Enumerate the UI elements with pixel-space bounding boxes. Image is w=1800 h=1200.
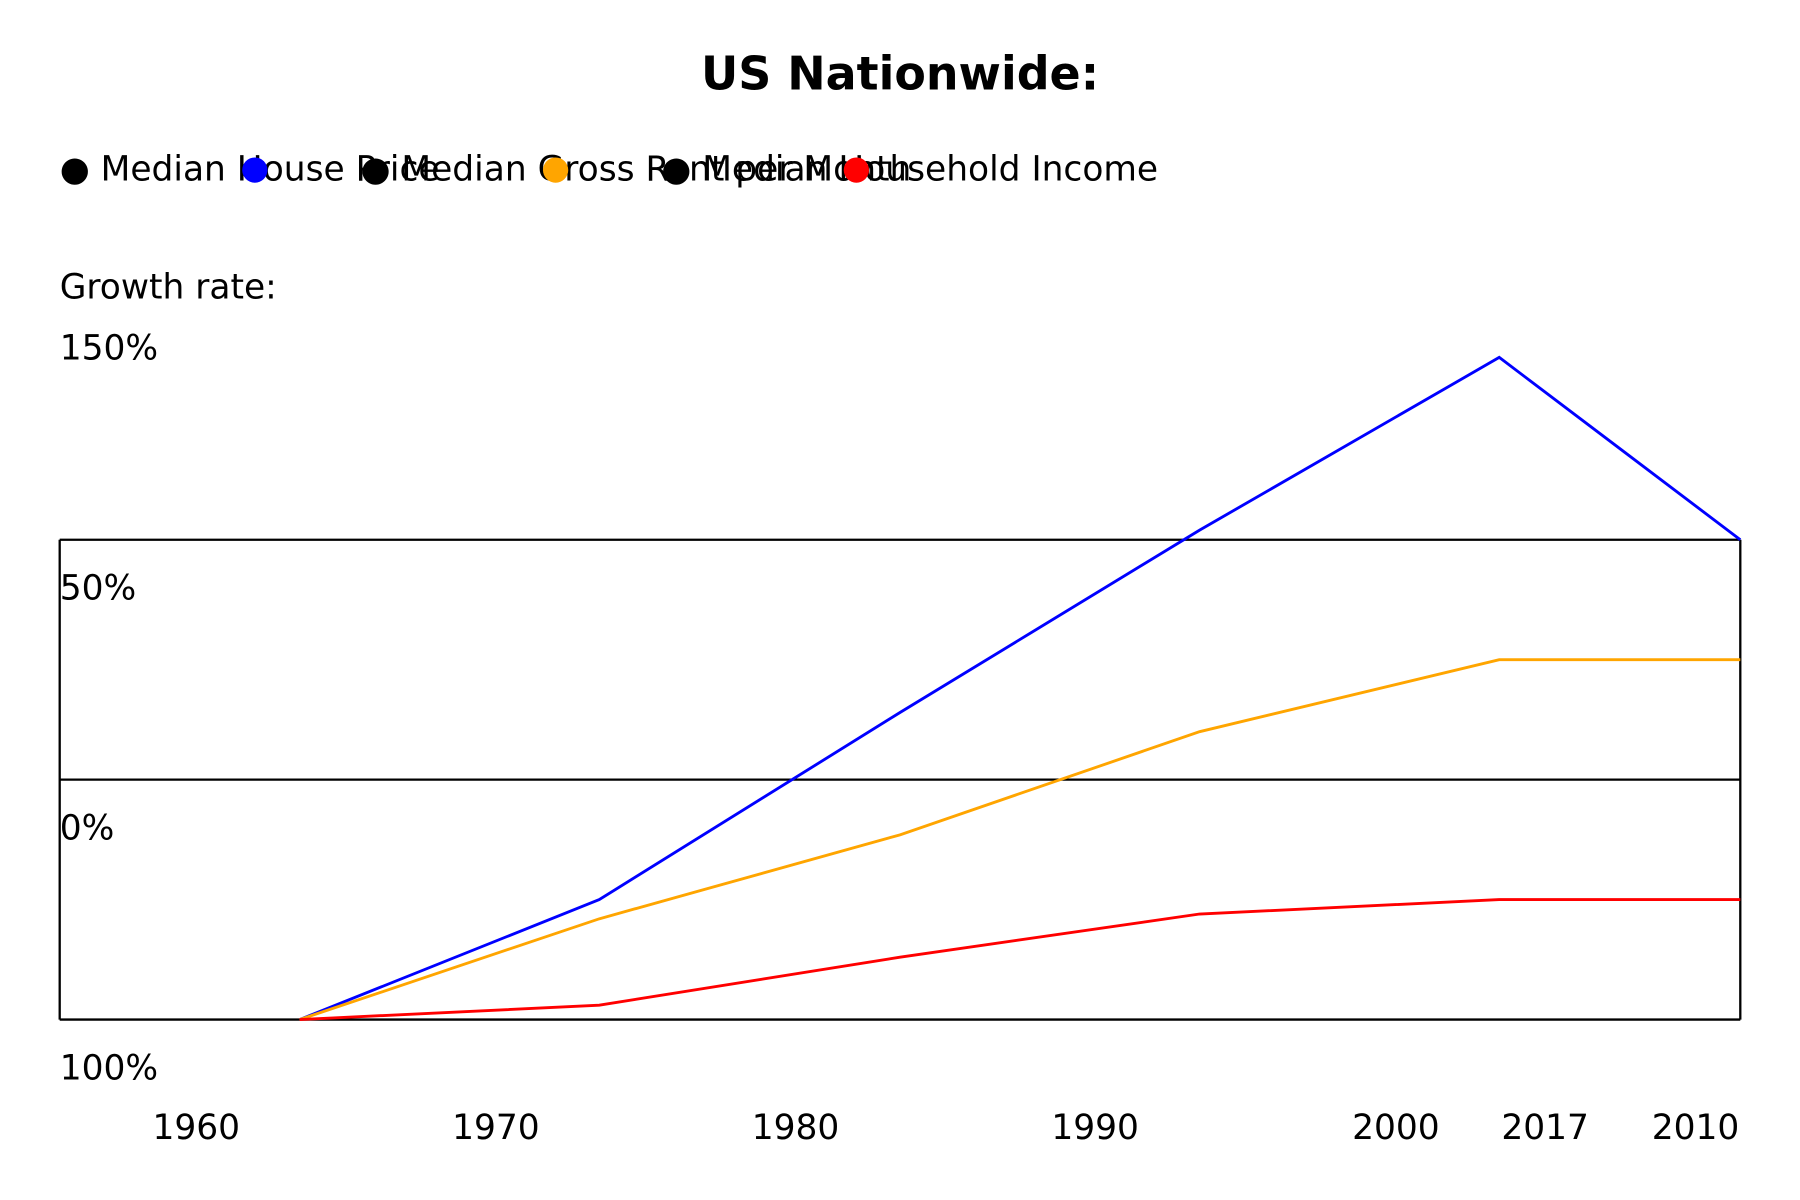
legend-label: ● Median Gross Rent per Month xyxy=(360,149,911,189)
legend-marker xyxy=(242,157,268,183)
x-tick-label: 1990 xyxy=(1051,1108,1139,1148)
y-tick-label: 0% xyxy=(60,808,115,848)
x-tick-label: 1970 xyxy=(452,1108,540,1148)
legend-marker xyxy=(843,157,870,183)
y-tick-label: 50% xyxy=(60,568,137,608)
chart-title: US Nationwide: xyxy=(701,47,1099,101)
x-tick-label: 1960 xyxy=(152,1108,240,1148)
legend-label: ● Median Household Income xyxy=(661,149,1158,189)
x-tick-label: 2010 xyxy=(1652,1108,1740,1148)
data-line xyxy=(299,658,1741,1021)
x-tick-label: 2000 xyxy=(1352,1108,1440,1148)
x-tick-label: 1980 xyxy=(752,1108,840,1148)
data-line xyxy=(299,355,1742,1021)
y-axis-title: Growth rate: xyxy=(60,268,277,308)
legend-marker xyxy=(542,157,569,183)
data-line xyxy=(299,898,1741,1022)
y-tick-label: 150% xyxy=(60,329,158,369)
y-tick-label: 100% xyxy=(60,1048,158,1088)
x-tick-label: 2017 xyxy=(1501,1108,1589,1148)
